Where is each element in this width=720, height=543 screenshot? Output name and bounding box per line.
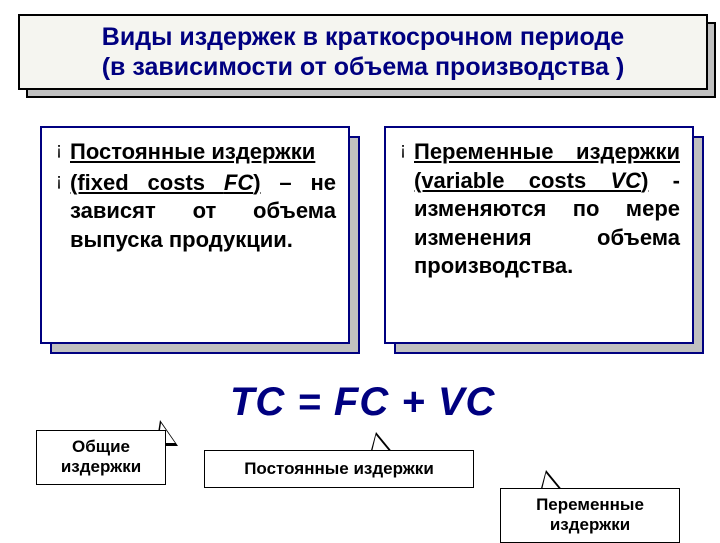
formula-text: TC = FC + VC bbox=[230, 380, 495, 425]
bullet-text: Переменные издержки (variable costs VC) … bbox=[414, 138, 680, 281]
header-content: Виды издержек в краткосрочном периоде (в… bbox=[18, 14, 708, 90]
bullet-item: ¡ (fixed costs FC) – не зависят от объем… bbox=[48, 169, 336, 255]
slide-title: Виды издержек в краткосрочном периоде (в… bbox=[102, 22, 625, 82]
callout-total-costs: Общие издержки bbox=[36, 430, 166, 485]
bullet-marker-icon: ¡ bbox=[48, 138, 70, 161]
card-content: ¡ Переменные издержки (variable costs VC… bbox=[384, 126, 694, 344]
bullet-marker-icon: ¡ bbox=[392, 138, 414, 161]
bullet-marker-icon: ¡ bbox=[48, 169, 70, 192]
bullet-item: ¡ Постоянные издержки bbox=[48, 138, 336, 167]
bullet-item: ¡ Переменные издержки (variable costs VC… bbox=[392, 138, 680, 281]
fixed-costs-card: ¡ Постоянные издержки ¡ (fixed costs FC)… bbox=[40, 126, 350, 344]
variable-costs-card: ¡ Переменные издержки (variable costs VC… bbox=[384, 126, 694, 344]
bullet-text: (fixed costs FC) – не зависят от объема … bbox=[70, 169, 336, 255]
card-content: ¡ Постоянные издержки ¡ (fixed costs FC)… bbox=[40, 126, 350, 344]
callout-variable-costs: Переменные издержки bbox=[500, 488, 680, 543]
bullet-text: Постоянные издержки bbox=[70, 138, 336, 167]
callout-fixed-costs: Постоянные издержки bbox=[204, 450, 474, 488]
header-box: Виды издержек в краткосрочном периоде (в… bbox=[18, 14, 708, 90]
